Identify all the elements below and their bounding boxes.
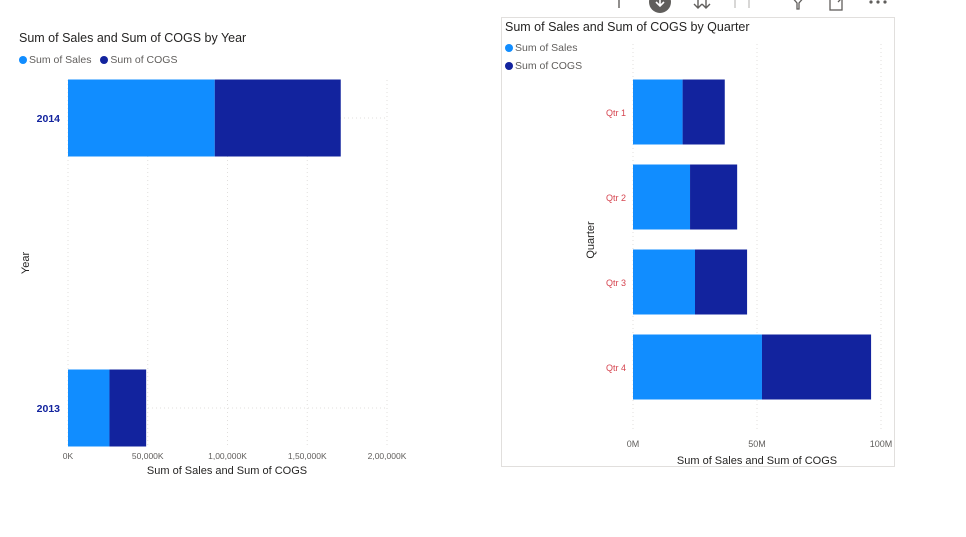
legend-label-sales-q: Sum of Sales <box>515 42 578 54</box>
bar-cogs <box>109 369 147 447</box>
pin-icon[interactable] <box>608 0 630 12</box>
expand-icon[interactable] <box>826 0 848 12</box>
y-category-label: 2013 <box>37 403 61 415</box>
legend-label-cogs-q: Sum of COGS <box>515 60 583 72</box>
drill-down-icon[interactable] <box>690 0 712 12</box>
x-axis-title: Sum of Sales and Sum of COGS <box>677 455 837 467</box>
legend-quarter: Sum of Sales Sum of COGS <box>505 42 588 72</box>
bar-cogs <box>761 334 872 400</box>
legend-dot-sales <box>19 56 27 64</box>
x-tick-label: 100M <box>870 439 893 449</box>
y-category-label: Qtr 4 <box>606 363 626 373</box>
y-axis-title: Quarter <box>585 221 597 259</box>
bar-sales <box>68 369 110 447</box>
x-tick-label: 2,00,000K <box>368 451 407 461</box>
y-category-label: 2014 <box>37 113 61 125</box>
bar-sales <box>68 79 215 157</box>
bar-cogs <box>214 79 341 157</box>
filter-icon[interactable] <box>786 0 808 12</box>
bar-sales <box>633 164 691 230</box>
legend-item-sales-q[interactable]: Sum of Sales <box>505 42 582 54</box>
y-category-label: Qtr 2 <box>606 193 626 203</box>
chart-title-year: Sum of Sales and Sum of COGS by Year <box>19 31 247 45</box>
x-tick-label: 50,000K <box>132 451 164 461</box>
bar-sales <box>633 79 683 145</box>
bar-sales <box>633 249 695 315</box>
legend-year: Sum of Sales Sum of COGS <box>19 54 183 67</box>
y-category-label: Qtr 3 <box>606 278 626 288</box>
x-axis-title: Sum of Sales and Sum of COGS <box>147 465 307 477</box>
chart-title-quarter: Sum of Sales and Sum of COGS by Quarter <box>505 20 750 34</box>
legend-dot-sales-q <box>505 44 513 52</box>
legend-dot-cogs <box>100 56 109 64</box>
visual-header-toolbar <box>604 0 894 13</box>
focus-mode-icon[interactable] <box>648 0 671 13</box>
bar-cogs <box>690 164 738 230</box>
expand-hierarchy-icon[interactable] <box>730 0 752 12</box>
more-options-icon[interactable] <box>866 0 888 12</box>
legend-item-cogs[interactable]: Sum of COGS <box>100 54 177 66</box>
x-tick-label: 1,00,000K <box>208 451 247 461</box>
legend-item-cogs-q[interactable]: Sum of COGS <box>505 60 582 72</box>
legend-item-sales[interactable]: Sum of Sales <box>19 54 91 66</box>
quarter-visual-container[interactable] <box>501 17 895 467</box>
x-tick-label: 0K <box>63 451 74 461</box>
x-tick-label: 0M <box>627 439 640 449</box>
bar-sales <box>633 334 762 400</box>
y-category-label: Qtr 1 <box>606 108 626 118</box>
legend-dot-cogs-q <box>505 62 513 70</box>
legend-label-sales: Sum of Sales <box>29 54 92 66</box>
legend-label-cogs: Sum of COGS <box>110 54 178 66</box>
x-tick-label: 50M <box>748 439 766 449</box>
bar-cogs <box>695 249 748 315</box>
x-tick-label: 1,50,000K <box>288 451 327 461</box>
bar-cogs <box>682 79 725 145</box>
y-axis-title: Year <box>20 252 32 275</box>
